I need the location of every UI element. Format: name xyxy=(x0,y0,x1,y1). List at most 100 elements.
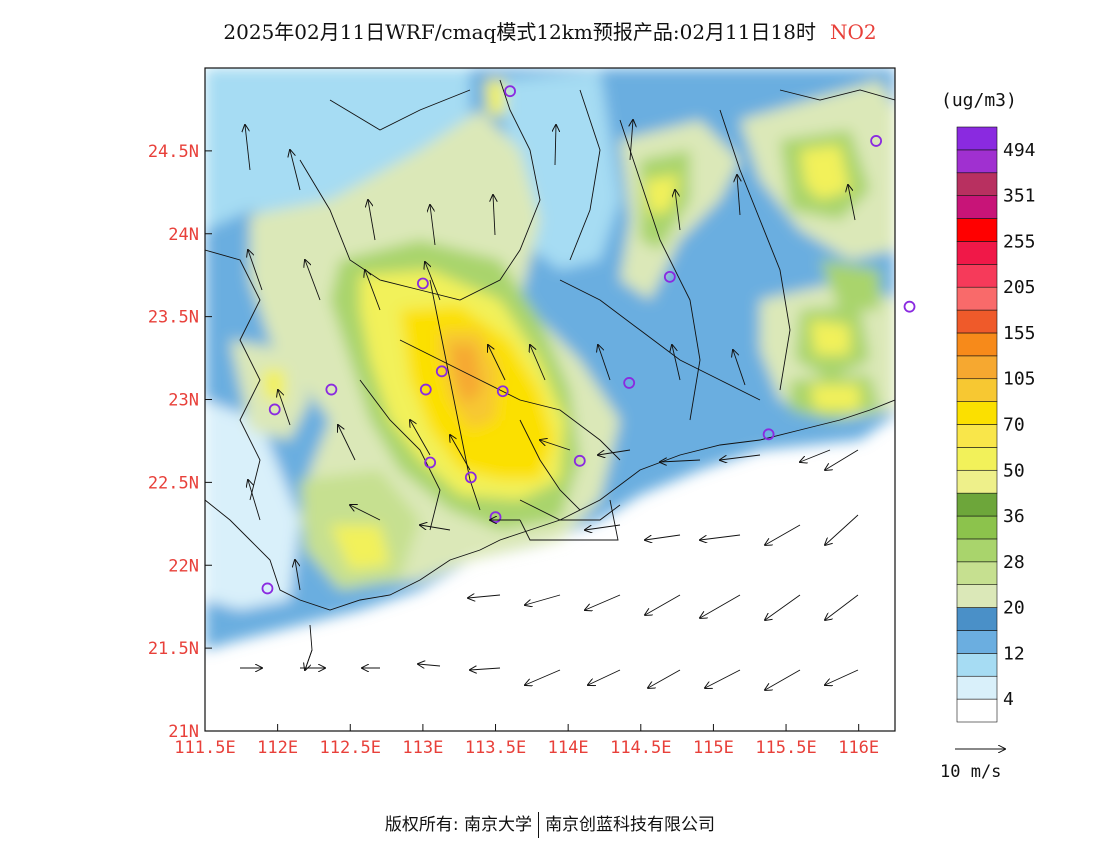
wind-arrow xyxy=(290,150,301,191)
legend-swatch xyxy=(956,149,998,174)
wind-arrow xyxy=(338,425,356,461)
wind-vectors xyxy=(240,120,859,690)
wind-arrow xyxy=(420,525,451,531)
wind-arrow xyxy=(585,524,621,530)
wind-arrow xyxy=(410,420,431,456)
wind-arrow xyxy=(825,594,859,620)
wind-arrow xyxy=(530,345,546,381)
wind-arrow xyxy=(825,449,859,470)
lon-tick-label: 115.5E xyxy=(755,738,816,758)
legend-swatch xyxy=(956,561,998,585)
lat-tick-label: 21N xyxy=(168,722,199,742)
lon-tick-label: 116E xyxy=(838,738,879,758)
station-marker xyxy=(435,365,448,378)
wind-arrow xyxy=(585,594,621,610)
legend-label: 12 xyxy=(1003,643,1025,664)
wind-arrow xyxy=(525,669,561,685)
legend-swatch xyxy=(956,675,998,700)
legend-label: 494 xyxy=(1003,140,1036,161)
footer-divider xyxy=(538,812,540,838)
wind-arrow xyxy=(648,669,681,688)
lon-tick-label: 111.5E xyxy=(174,738,235,758)
legend-swatch xyxy=(956,538,998,563)
legend-swatch xyxy=(956,401,998,425)
legend-label: 255 xyxy=(1003,231,1036,252)
footer-left: 版权所有: 南京大学 xyxy=(384,815,533,835)
wind-arrow xyxy=(468,595,501,598)
wind-arrow xyxy=(368,200,376,241)
wind-arrow xyxy=(645,534,681,540)
wind-arrow xyxy=(295,560,301,591)
concentration-field xyxy=(205,68,895,731)
station-marker xyxy=(416,277,429,290)
wind-arrow xyxy=(248,250,263,291)
wind-arrow xyxy=(800,449,831,462)
wind-arrow xyxy=(588,669,621,685)
wind-arrow xyxy=(305,260,321,301)
wind-arrow xyxy=(555,125,556,166)
wind-arrow xyxy=(430,205,436,246)
legend-swatch xyxy=(956,126,998,151)
legend-colorbar: 4 12 20 28 36 50 70 105 155 205 255 351 494 xyxy=(956,126,1036,723)
legend-swatch xyxy=(956,447,998,471)
legend-label: 205 xyxy=(1003,277,1036,298)
station-marker xyxy=(268,403,281,416)
station-marker xyxy=(663,270,676,283)
station-marker xyxy=(464,471,477,484)
legend-swatch xyxy=(956,309,998,334)
lon-tick-label: 113E xyxy=(402,738,443,758)
legend-swatch xyxy=(956,241,998,265)
chart-title: 2025年02月11日WRF/cmaq模式12km预报产品:02月11日18时 N… xyxy=(0,16,1100,45)
wind-arrow xyxy=(645,594,681,615)
legend-label: 4 xyxy=(1003,689,1014,710)
wind-arrow xyxy=(248,480,261,521)
legend-swatch xyxy=(956,332,998,357)
lat-tick-label: 24N xyxy=(168,225,199,245)
vector-reference-label: 10 m/s xyxy=(940,762,1002,782)
wind-arrow xyxy=(630,120,633,161)
legend-label: 20 xyxy=(1003,598,1025,619)
legend-swatch xyxy=(956,286,998,311)
lat-tick-label: 24.5N xyxy=(148,142,199,162)
legend-label: 351 xyxy=(1003,186,1036,207)
legend-swatch xyxy=(956,172,998,196)
wind-arrow xyxy=(493,195,495,236)
lon-tick-label: 115E xyxy=(693,738,734,758)
wind-arrow xyxy=(540,440,571,451)
legend-label: 50 xyxy=(1003,460,1025,481)
legend-label: 28 xyxy=(1003,552,1025,573)
wind-arrow xyxy=(365,270,381,311)
wind-arrow xyxy=(737,175,740,216)
lon-tick-label: 114E xyxy=(548,738,589,758)
wind-arrow xyxy=(305,649,313,670)
station-marker xyxy=(424,456,437,469)
station-marker xyxy=(623,377,636,389)
lon-tick-label: 112E xyxy=(257,738,298,758)
wind-arrow xyxy=(488,345,506,381)
lon-tick-label: 114.5E xyxy=(610,738,671,758)
station-marker xyxy=(573,454,586,467)
station-marker xyxy=(325,383,338,396)
lat-tick-label: 23.5N xyxy=(148,308,199,328)
wind-arrow xyxy=(672,345,681,381)
lon-tick-label: 112.5E xyxy=(320,738,381,758)
wind-arrow xyxy=(765,594,801,620)
legend-label: 105 xyxy=(1003,369,1036,390)
longitude-axis: 111.5E 112E 112.5E 113E 113.5E 114E 114.5E 115E… xyxy=(174,724,879,758)
wind-arrow xyxy=(705,669,741,688)
latitude-axis: 21N 21.5N 22N 22.5N 23N 23.5N 24N 24.5N xyxy=(148,142,212,742)
wind-arrow xyxy=(470,668,501,670)
legend-swatch xyxy=(956,469,998,494)
lat-tick-label: 22.5N xyxy=(148,473,199,493)
legend-swatch xyxy=(956,195,998,219)
station-marker xyxy=(496,385,509,398)
station-marker xyxy=(261,582,274,595)
footer-right: 南京创蓝科技有限公司 xyxy=(545,815,716,835)
lat-tick-label: 21.5N xyxy=(148,639,199,659)
station-marker xyxy=(903,300,916,313)
wind-arrow xyxy=(825,669,859,685)
legend-swatch xyxy=(956,607,998,631)
wind-arrow xyxy=(425,262,441,301)
wind-arrow xyxy=(700,534,741,540)
